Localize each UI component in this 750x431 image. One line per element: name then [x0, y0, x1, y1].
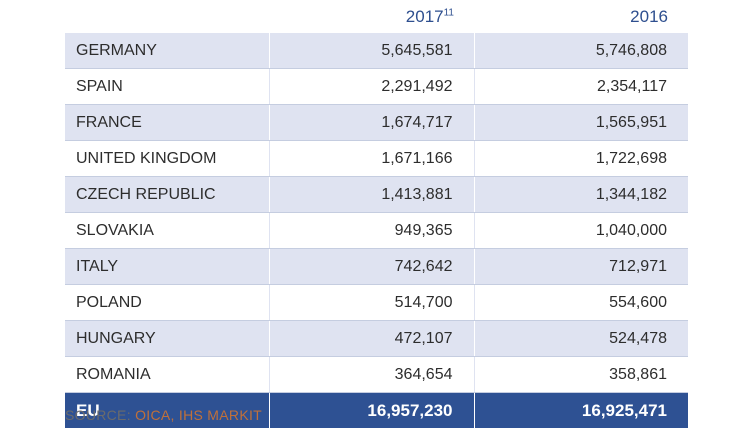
value-2017-cell: 1,671,166: [268, 140, 474, 177]
total-row: EU 16,957,230 16,925,471: [65, 392, 688, 428]
value-2016-cell: 1,565,951: [473, 104, 688, 141]
table-row: SPAIN 2,291,492 2,354,117: [65, 68, 688, 105]
table-row: CZECH REPUBLIC 1,413,881 1,344,182: [65, 176, 688, 213]
country-cell: CZECH REPUBLIC: [65, 176, 269, 213]
header-2017: 201711: [269, 0, 474, 33]
value-2017-cell: 1,413,881: [268, 176, 474, 213]
country-cell: FRANCE: [65, 104, 269, 141]
total-label-cell: EU: [65, 392, 269, 428]
table-row: ROMANIA 364,654 358,861: [65, 356, 688, 393]
production-table: 201711 2016 GERMANY 5,645,581 5,746,808 …: [65, 0, 688, 428]
table-row: HUNGARY 472,107 524,478: [65, 320, 688, 357]
value-2017-cell: 2,291,492: [268, 68, 474, 105]
source-note: SOURCE: OICA, IHS MARKIT: [65, 407, 262, 423]
value-2016-cell: 358,861: [473, 356, 688, 393]
country-cell: GERMANY: [65, 33, 269, 69]
value-2017-cell: 472,107: [268, 320, 474, 357]
table-row: ITALY 742,642 712,971: [65, 248, 688, 285]
country-cell: ITALY: [65, 248, 269, 285]
header-2016: 2016: [630, 6, 668, 26]
table-row: GERMANY 5,645,581 5,746,808: [65, 33, 688, 69]
value-2017-cell: 742,642: [268, 248, 474, 285]
value-2016-cell: 5,746,808: [473, 33, 688, 69]
table-row: FRANCE 1,674,717 1,565,951: [65, 104, 688, 141]
total-2016-cell: 16,925,471: [473, 392, 688, 428]
source-organizations: OICA, IHS MARKIT: [135, 407, 263, 423]
header-2017-label: 2017: [405, 6, 444, 26]
total-2017-cell: 16,957,230: [268, 392, 474, 428]
value-2016-cell: 2,354,117: [473, 68, 688, 105]
value-2017-cell: 364,654: [268, 356, 474, 393]
country-cell: UNITED KINGDOM: [65, 140, 269, 177]
table-row: SLOVAKIA 949,365 1,040,000: [65, 212, 688, 249]
header-2017-footnote: 11: [443, 6, 454, 18]
country-cell: ROMANIA: [65, 356, 269, 393]
value-2017-cell: 949,365: [268, 212, 474, 249]
table-row: POLAND 514,700 554,600: [65, 284, 688, 321]
value-2017-cell: 1,674,717: [268, 104, 474, 141]
country-cell: HUNGARY: [65, 320, 269, 357]
value-2017-cell: 514,700: [268, 284, 474, 321]
value-2016-cell: 712,971: [473, 248, 688, 285]
value-2017-cell: 5,645,581: [268, 33, 474, 69]
value-2016-cell: 1,040,000: [473, 212, 688, 249]
header-country: [65, 0, 269, 33]
table-header-row: 201711 2016: [65, 0, 688, 33]
source-prefix: SOURCE:: [65, 407, 136, 423]
value-2016-cell: 1,344,182: [473, 176, 688, 213]
table-row: UNITED KINGDOM 1,671,166 1,722,698: [65, 140, 688, 177]
country-cell: POLAND: [65, 284, 269, 321]
country-cell: SPAIN: [65, 68, 269, 105]
production-table-container: 201711 2016 GERMANY 5,645,581 5,746,808 …: [65, 0, 688, 428]
value-2016-cell: 554,600: [473, 284, 688, 321]
value-2016-cell: 524,478: [473, 320, 688, 357]
value-2016-cell: 1,722,698: [473, 140, 688, 177]
country-cell: SLOVAKIA: [65, 212, 269, 249]
